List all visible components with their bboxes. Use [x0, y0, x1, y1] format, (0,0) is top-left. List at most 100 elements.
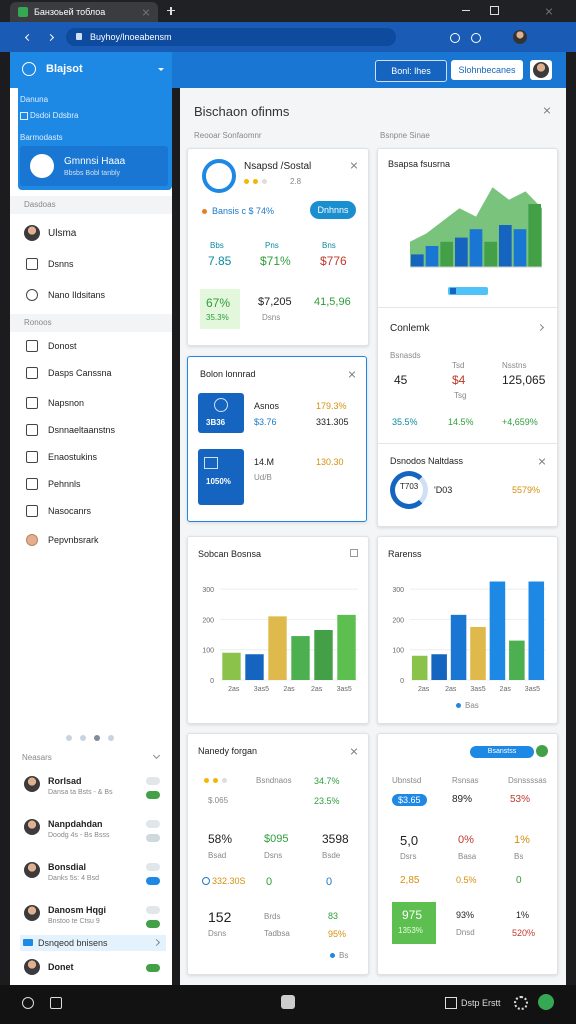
shape — [450, 288, 456, 294]
label: $776 — [320, 254, 347, 268]
card: Nanedy forgan Bsndnaos 34.7% $.065 23.5%… — [187, 733, 369, 975]
logo — [22, 62, 36, 76]
x-tick-label: 2as — [418, 686, 430, 693]
label: Dstp Erstt — [461, 998, 501, 1008]
profile-icon — [30, 154, 54, 178]
label: 331.305 — [316, 417, 349, 427]
tab[interactable]: Банзоьей тоблоа — [10, 2, 158, 22]
nav-item[interactable]: Pepvnbsrark — [48, 535, 99, 545]
dot — [108, 735, 114, 741]
avatar — [24, 959, 40, 975]
bar — [509, 640, 525, 680]
close-icon — [348, 370, 356, 378]
label: 5,0 — [400, 833, 419, 848]
label: 0 — [326, 876, 333, 888]
toggle[interactable] — [146, 777, 160, 785]
bar — [469, 229, 483, 267]
bar — [489, 581, 506, 680]
nav-item[interactable]: Donost — [48, 341, 77, 351]
bar — [450, 614, 467, 680]
nav-item[interactable]: Dasps Canssna — [48, 368, 112, 378]
label: $7,205 — [258, 296, 292, 308]
shape — [253, 179, 258, 184]
dot — [80, 735, 86, 741]
label: Bas — [465, 701, 479, 710]
bar — [499, 225, 512, 267]
label: 7.85 — [208, 254, 232, 268]
label: 3B36 — [206, 418, 226, 427]
label: 1050% — [206, 477, 231, 486]
taskbar-app[interactable] — [281, 995, 295, 1009]
nav-item[interactable]: Dsnnaeltaanstns — [48, 425, 116, 435]
bar — [513, 229, 527, 267]
legend-chip — [448, 287, 488, 295]
label: $095 — [264, 833, 289, 845]
shape — [350, 549, 358, 557]
x-tick-label: 2as — [500, 686, 512, 693]
bar — [291, 636, 310, 680]
label: Dsnqeod bnisens — [38, 938, 108, 948]
avatar — [533, 62, 549, 78]
shape — [213, 778, 218, 783]
bar — [528, 204, 541, 267]
label: Dnsd — [456, 928, 475, 937]
ext-1 — [450, 33, 460, 43]
label: $.065 — [208, 796, 229, 805]
label: Bns — [322, 241, 336, 250]
label: Nsapsd /Sostal — [244, 161, 312, 172]
nav-item[interactable]: Enaostukins — [48, 452, 98, 462]
tab-close[interactable] — [142, 8, 150, 16]
label: Pns — [265, 241, 279, 250]
close-icon — [350, 161, 358, 169]
label: 89% — [452, 794, 473, 805]
person-name: Rorlsad — [48, 776, 82, 786]
donut — [390, 471, 428, 509]
url-box[interactable]: Buyhoy/lnoeabensm — [66, 28, 396, 46]
bar — [440, 241, 453, 267]
header-button[interactable]: Slohnbecanes — [451, 60, 523, 80]
close-icon — [543, 106, 551, 114]
card: Bolon lonnrad 3B36 Asnos $3.76 179.3% 33… — [187, 356, 367, 522]
x-tick-label: 3as5 — [470, 686, 485, 693]
bar — [431, 654, 447, 680]
label: Bbsbs Bobl tanbly — [64, 170, 121, 177]
lock — [76, 33, 82, 40]
person-name: Nanpdahdan — [48, 819, 103, 829]
x-tick-label: 2as — [311, 686, 323, 693]
label: 41,5,96 — [314, 296, 351, 308]
section-header: Dasdoas — [10, 196, 172, 214]
dot — [66, 735, 72, 741]
toggle[interactable] — [146, 906, 160, 914]
nav-item[interactable]: Pehnnls — [48, 479, 81, 489]
label: Bolon lonnrad — [200, 369, 256, 379]
shape — [536, 745, 548, 757]
toggle[interactable] — [146, 920, 160, 928]
toggle[interactable] — [146, 863, 160, 871]
header-button[interactable]: Bonl: lhes — [375, 60, 447, 82]
shape — [514, 996, 528, 1010]
person-name: Danosm Hqgi — [48, 905, 107, 915]
toggle[interactable] — [146, 820, 160, 828]
shape — [222, 778, 227, 783]
label: 35.5% — [392, 417, 418, 427]
nav-icon — [26, 451, 38, 463]
toggle[interactable] — [146, 834, 160, 842]
label: Dsnns — [48, 259, 74, 269]
card-button[interactable]: Dnhnns — [310, 201, 356, 219]
toggle[interactable] — [146, 877, 160, 885]
bar-chart: 0 100 200 300 2as 3as5 2as 2as 3as5 — [202, 587, 358, 693]
label: Donet — [48, 962, 74, 972]
nav-item[interactable]: Nasocanrs — [48, 506, 92, 516]
nav-item[interactable]: Napsnon — [48, 398, 85, 408]
label: Gmnnsi Haaa — [64, 156, 126, 167]
sidebar: Danuna Dsdoi Ddsbra Barmodasts Gmnnsi Ha… — [10, 88, 172, 985]
label: 1% — [514, 834, 530, 846]
toggle[interactable] — [146, 791, 160, 799]
section-header: Ronoos — [10, 314, 172, 332]
shape — [262, 179, 267, 184]
sidebar-card: Danuna Dsdoi Ddsbra Barmodasts Gmnnsi Ha… — [18, 88, 172, 190]
label: 5579% — [512, 485, 541, 495]
badge: 3B36 — [198, 393, 244, 433]
shape — [204, 778, 209, 783]
